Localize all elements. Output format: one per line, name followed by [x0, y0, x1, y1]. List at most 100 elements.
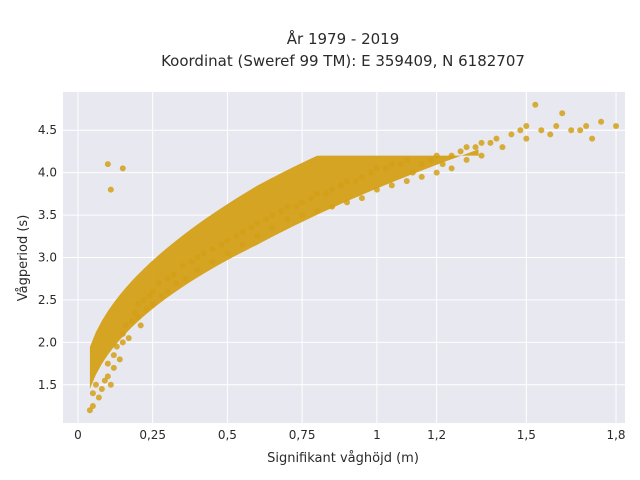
data-point [388, 161, 395, 168]
data-point [158, 292, 165, 299]
data-point [343, 178, 350, 185]
data-point [523, 135, 530, 142]
data-point [101, 377, 108, 384]
data-point [338, 182, 345, 189]
data-point [403, 156, 410, 163]
data-point [343, 199, 350, 206]
x-tick-label: 0,75 [289, 428, 316, 442]
data-point [239, 229, 246, 236]
data-point [478, 152, 485, 159]
data-point [523, 122, 530, 129]
data-point [224, 250, 231, 257]
data-point [125, 335, 132, 342]
data-point [113, 343, 120, 350]
data-point [155, 279, 162, 286]
data-point [397, 161, 404, 168]
y-tick-label: 3.0 [38, 251, 57, 265]
y-tick-label: 2.0 [38, 335, 57, 349]
dense-point-cloud [89, 149, 479, 389]
data-point [134, 301, 141, 308]
data-point [418, 173, 425, 180]
y-tick-labels: 1.5 2.0 2.5 3.0 3.5 4.0 4.5 [38, 123, 57, 392]
data-point [448, 165, 455, 172]
data-point [577, 127, 584, 134]
data-point [254, 220, 261, 227]
data-point [323, 190, 330, 197]
data-point [589, 135, 596, 142]
data-point [224, 237, 231, 244]
data-point [239, 241, 246, 248]
x-tick-label: 1,2 [427, 428, 446, 442]
data-point [463, 144, 470, 151]
y-tick-label: 4.0 [38, 166, 57, 180]
data-point [448, 152, 455, 159]
data-point [116, 356, 123, 363]
x-axis-title: Signifikant våghöjd (m) [267, 451, 419, 466]
data-point [269, 224, 276, 231]
data-point [248, 224, 255, 231]
data-point [293, 203, 300, 210]
data-point [373, 165, 380, 172]
data-point [209, 258, 216, 265]
data-point [92, 381, 99, 388]
data-point [146, 292, 153, 299]
data-point [200, 250, 207, 257]
data-point [382, 165, 389, 172]
data-point [110, 352, 117, 359]
y-axis-title: Vågperiod (s) [16, 215, 31, 302]
data-point [149, 288, 156, 295]
data-point [553, 122, 560, 129]
data-point [137, 322, 144, 329]
data-point [403, 178, 410, 185]
data-point [598, 118, 605, 125]
data-point [119, 165, 126, 172]
data-point [209, 246, 216, 253]
data-point [388, 182, 395, 189]
y-tick-label: 3.5 [38, 208, 57, 222]
data-point [559, 110, 566, 117]
data-point [107, 381, 114, 388]
data-point [508, 131, 515, 138]
data-point [104, 373, 111, 380]
x-tick-label: 1 [373, 428, 381, 442]
data-point [89, 403, 96, 410]
data-point [173, 279, 180, 286]
data-point [182, 275, 189, 282]
data-point [104, 360, 111, 367]
data-point [409, 169, 416, 176]
data-point [98, 386, 105, 393]
x-tick-label: 1,8 [606, 428, 625, 442]
data-point [188, 258, 195, 265]
data-point [170, 271, 177, 278]
data-point [367, 169, 374, 176]
data-point [164, 288, 171, 295]
data-point [568, 127, 575, 134]
data-point [457, 148, 464, 155]
data-point [499, 144, 506, 151]
data-point [278, 207, 285, 214]
data-point [284, 216, 291, 223]
data-point [314, 207, 321, 214]
y-tick-label: 1.5 [38, 378, 57, 392]
data-point [233, 233, 240, 240]
data-point [134, 313, 141, 320]
data-point [613, 122, 620, 129]
data-point [179, 262, 186, 269]
data-point [131, 309, 138, 316]
data-point [538, 127, 545, 134]
data-point [547, 131, 554, 138]
data-point [254, 233, 261, 240]
data-point [463, 156, 470, 163]
data-point [472, 144, 479, 151]
data-point [418, 161, 425, 168]
data-point [194, 267, 201, 274]
y-tick-label: 2.5 [38, 293, 57, 307]
data-point [122, 322, 129, 329]
data-point [89, 390, 96, 397]
data-point [329, 186, 336, 193]
data-point [104, 161, 111, 168]
data-point [194, 254, 201, 261]
data-point [314, 190, 321, 197]
data-point [427, 156, 434, 163]
